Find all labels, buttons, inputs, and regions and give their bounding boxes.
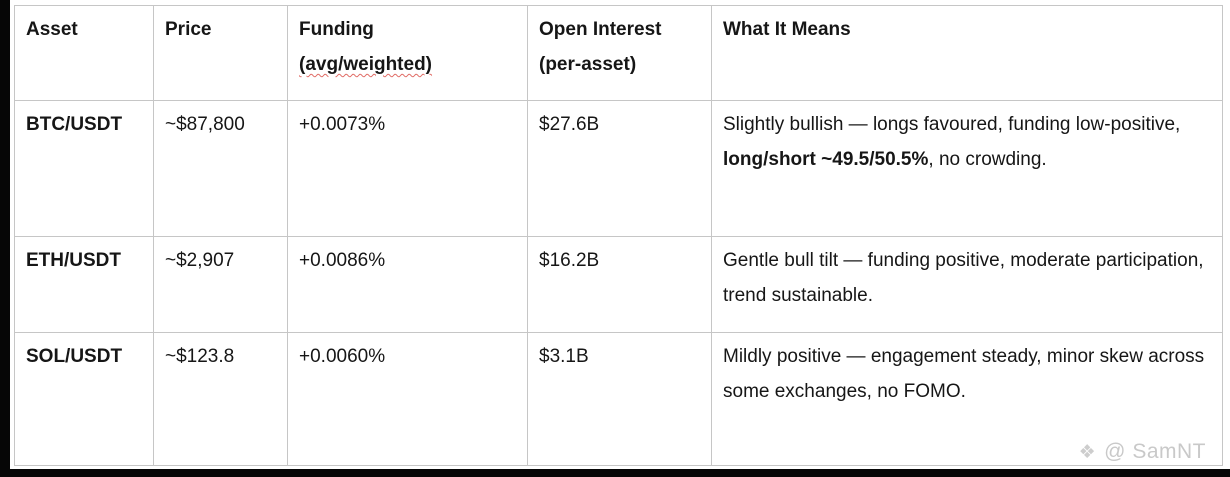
header-asset: Asset xyxy=(14,5,154,101)
header-what-it-means-label: What It Means xyxy=(723,19,851,40)
header-price-label: Price xyxy=(165,19,212,40)
cell-open-interest: $27.6B xyxy=(527,100,712,237)
header-asset-label: Asset xyxy=(26,19,78,40)
cell-meaning: Gentle bull tilt — funding positive, mod… xyxy=(711,236,1223,333)
watermark-text: @ SamNT xyxy=(1104,440,1206,463)
crypto-funding-table: Asset Price Funding (avg/weighted) Open … xyxy=(14,5,1223,466)
header-open-interest-line1: Open Interest xyxy=(539,19,662,40)
header-what-it-means: What It Means xyxy=(711,5,1223,101)
meaning-text-tail: , no crowding. xyxy=(928,149,1047,170)
cell-meaning: Mildly positive — engagement steady, min… xyxy=(711,332,1223,466)
header-funding: Funding (avg/weighted) xyxy=(287,5,528,101)
table-header-row: Asset Price Funding (avg/weighted) Open … xyxy=(14,5,1223,101)
meaning-text: Slightly bullish — longs favoured, fundi… xyxy=(723,114,1181,135)
cell-funding: +0.0086% xyxy=(287,236,528,333)
header-open-interest: Open Interest (per-asset) xyxy=(527,5,712,101)
meaning-text: Gentle bull tilt — funding positive, mod… xyxy=(723,250,1204,306)
table-row-btc: BTC/USDT ~$87,800 +0.0073% $27.6B Slight… xyxy=(14,100,1223,237)
cell-funding: +0.0073% xyxy=(287,100,528,237)
header-funding-line1: Funding xyxy=(299,19,374,40)
cell-meaning: Slightly bullish — longs favoured, fundi… xyxy=(711,100,1223,237)
header-funding-line2: (avg/weighted) xyxy=(299,54,433,75)
cell-price: ~$123.8 xyxy=(153,332,288,466)
cell-price: ~$2,907 xyxy=(153,236,288,333)
meaning-bold-text: long/short ~49.5/50.5% xyxy=(723,149,929,170)
cell-price: ~$87,800 xyxy=(153,100,288,237)
left-edge-bar xyxy=(0,0,10,477)
table-row-sol: SOL/USDT ~$123.8 +0.0060% $3.1B Mildly p… xyxy=(14,332,1223,466)
meaning-text: Mildly positive — engagement steady, min… xyxy=(723,346,1205,402)
cell-funding: +0.0060% xyxy=(287,332,528,466)
table-row-eth: ETH/USDT ~$2,907 +0.0086% $16.2B Gentle … xyxy=(14,236,1223,333)
cell-asset: ETH/USDT xyxy=(14,236,154,333)
cell-asset: BTC/USDT xyxy=(14,100,154,237)
watermark: ❖ @ SamNT xyxy=(1079,440,1206,464)
samnt-logo-icon: ❖ xyxy=(1078,441,1097,463)
header-open-interest-line2: (per-asset) xyxy=(539,54,637,75)
bottom-edge-bar xyxy=(0,469,1230,477)
header-price: Price xyxy=(153,5,288,101)
cell-asset: SOL/USDT xyxy=(14,332,154,466)
cell-open-interest: $16.2B xyxy=(527,236,712,333)
cell-open-interest: $3.1B xyxy=(527,332,712,466)
